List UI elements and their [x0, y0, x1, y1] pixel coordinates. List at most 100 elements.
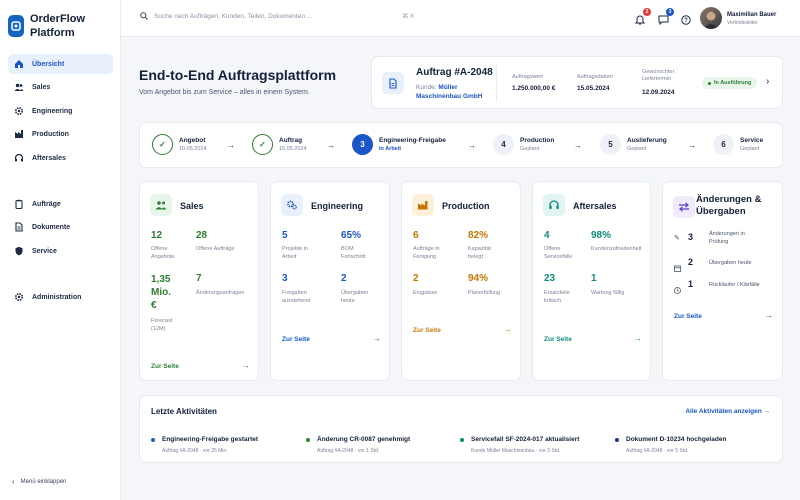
sidebar-item-production[interactable]: Production: [8, 124, 113, 144]
order-title: Auftrag #A-2048: [416, 67, 493, 78]
search-shortcut: ⌘ K: [402, 13, 415, 20]
arrow-right-icon[interactable]: →: [373, 334, 381, 343]
step-service[interactable]: 6 Service Geplant: [713, 134, 763, 155]
metric-value: 82%: [468, 230, 489, 241]
collapse-menu-label: Menü einklappen: [20, 478, 67, 485]
metric-label: Offene Aufträge: [196, 246, 235, 252]
search-placeholder: Suche nach Aufträgen, Kunden, Teilen, Do…: [154, 12, 313, 20]
order-date-label: Auftragsdatum: [577, 74, 613, 80]
metric-value: 2: [688, 257, 694, 267]
changes-card: Änderungen & Übergaben ✎ 3 Änderungen in P…: [662, 181, 783, 381]
arrow-right-icon[interactable]: →: [634, 334, 642, 343]
help-button[interactable]: ?: [681, 12, 693, 25]
step-angebot[interactable]: ✓ Angebot 10.05.2024: [152, 134, 207, 155]
order-value: 1.250.000,00 €: [512, 85, 556, 92]
production-page-link[interactable]: Zur Seite: [413, 327, 441, 334]
metric-label: Übergaben heute: [709, 260, 752, 266]
order-summary-card[interactable]: Auftrag #A-2048 Kunde: Müller Maschinenb…: [371, 56, 783, 109]
step-name: Auftrag: [279, 137, 303, 144]
avatar[interactable]: [700, 7, 722, 29]
sales-page-link[interactable]: Zur Seite: [151, 363, 179, 370]
sidebar-item-dokumente[interactable]: Dokumente: [8, 217, 113, 237]
sidebar-item-label: Aftersales: [32, 154, 66, 162]
arrow-right-icon[interactable]: →: [765, 311, 773, 320]
step-state: 10.05.2024: [179, 146, 207, 152]
activity-subtitle: Kunde Müller Maschinenbau · vor 3 Std.: [471, 448, 561, 454]
user-role: Vertriebsleiter: [727, 20, 758, 26]
bell-icon: [634, 15, 646, 25]
sidebar-item-label: Engineering: [32, 107, 73, 115]
step-name: Auslieferung: [627, 137, 667, 144]
collapse-menu-button[interactable]: ‹ Menü einklappen: [12, 477, 66, 486]
metric-value: 94%: [468, 273, 489, 284]
messages-button[interactable]: 3: [658, 8, 674, 26]
card-title: Aftersales: [573, 201, 617, 211]
card-title: Engineering: [311, 201, 364, 211]
sidebar-item-label: Sales: [32, 83, 51, 91]
notifications-button[interactable]: 2: [634, 8, 651, 25]
sidebar-item-label: Service: [32, 247, 57, 255]
order-value-label: Auftragswert: [512, 74, 543, 80]
activity-dot: [151, 438, 155, 442]
app-logo[interactable]: OrderFlow Platform: [8, 12, 110, 40]
activity-title: Engineering-Freigabe gestartet: [162, 436, 259, 443]
step-name: Engineering-Freigabe: [379, 137, 446, 144]
metric-label: Wartung fällig: [591, 290, 625, 296]
order-delivery-label: Gewünschter Liefertermin: [642, 69, 675, 82]
step-state: Geplant: [627, 146, 647, 152]
step-number: 3: [352, 134, 373, 155]
metric-label: Forecast (12M): [151, 318, 173, 332]
step-state: 15.05.2024: [279, 146, 307, 152]
step-auslieferung[interactable]: 5 Auslieferung Geplant: [600, 134, 667, 155]
sidebar-item-auftraege[interactable]: Aufträge: [8, 194, 113, 214]
metric-value: 2: [341, 273, 347, 284]
status-badge: In Ausführung: [702, 77, 758, 89]
step-number: 6: [713, 134, 734, 155]
sidebar-item-engineering[interactable]: Engineering: [8, 101, 113, 121]
headset-icon: [543, 194, 565, 216]
document-icon: [382, 72, 404, 94]
search-input[interactable]: Suche nach Aufträgen, Kunden, Teilen, Do…: [140, 12, 415, 20]
step-number: 4: [493, 134, 514, 155]
sidebar-item-sales[interactable]: Sales: [8, 77, 113, 97]
gear-icon: [14, 292, 24, 302]
metric-value: 6: [413, 230, 419, 241]
aftersales-page-link[interactable]: Zur Seite: [544, 336, 572, 343]
sidebar-item-administration[interactable]: Administration: [8, 287, 113, 307]
activity-dot: [306, 438, 310, 442]
order-date: 15.05.2024: [577, 85, 610, 92]
sidebar-item-uebersicht[interactable]: Übersicht: [8, 54, 113, 74]
factory-icon: [14, 129, 24, 139]
sidebar-item-aftersales[interactable]: Aftersales: [8, 148, 113, 168]
check-icon: ✓: [252, 134, 273, 155]
user-name[interactable]: Maximilian Bauer: [727, 12, 777, 18]
document-icon: [14, 222, 24, 232]
recent-activities-card: Letzte Aktivitäten Alle Aktivitäten anze…: [139, 395, 783, 463]
sidebar: OrderFlow Platform Übersicht Sales Engin…: [0, 0, 121, 500]
changes-page-link[interactable]: Zur Seite: [674, 313, 702, 320]
production-card: Production 6 Aufträge in Fertigung 82% Ka…: [401, 181, 521, 381]
sidebar-item-service[interactable]: Service: [8, 241, 113, 261]
order-delivery-date: 12.09.2024: [642, 89, 675, 96]
metric-label: Aufträge in Fertigung: [413, 246, 440, 260]
activity-subtitle: Auftrag #A-2048 · vor 5 Std.: [626, 448, 689, 454]
step-production[interactable]: 4 Production Geplant: [493, 134, 554, 155]
sidebar-item-label: Aufträge: [32, 200, 61, 208]
step-engineering-freigabe[interactable]: 3 Engineering-Freigabe In Arbeit: [352, 134, 446, 155]
arrow-right-icon[interactable]: →: [504, 325, 512, 334]
users-icon: [150, 194, 172, 216]
process-stepper: [139, 122, 783, 168]
chevron-right-icon[interactable]: ›: [766, 76, 770, 87]
metric-value: 23: [544, 273, 556, 284]
metric-value: 98%: [591, 230, 612, 241]
search-icon: [140, 12, 148, 20]
metric-value: 1,35 Mio. €: [151, 274, 171, 311]
step-name: Production: [520, 137, 555, 144]
engineering-page-link[interactable]: Zur Seite: [282, 336, 310, 343]
step-auftrag[interactable]: ✓ Auftrag 15.05.2024: [252, 134, 307, 155]
metric-label: Offene Angebote: [151, 246, 175, 260]
arrow-right-icon[interactable]: →: [242, 361, 250, 370]
all-activities-link[interactable]: Alle Aktivitäten anzeigen →: [685, 408, 770, 415]
metric-value: 1: [591, 273, 597, 284]
metric-label: Kundenzufriedenheit: [591, 246, 642, 252]
